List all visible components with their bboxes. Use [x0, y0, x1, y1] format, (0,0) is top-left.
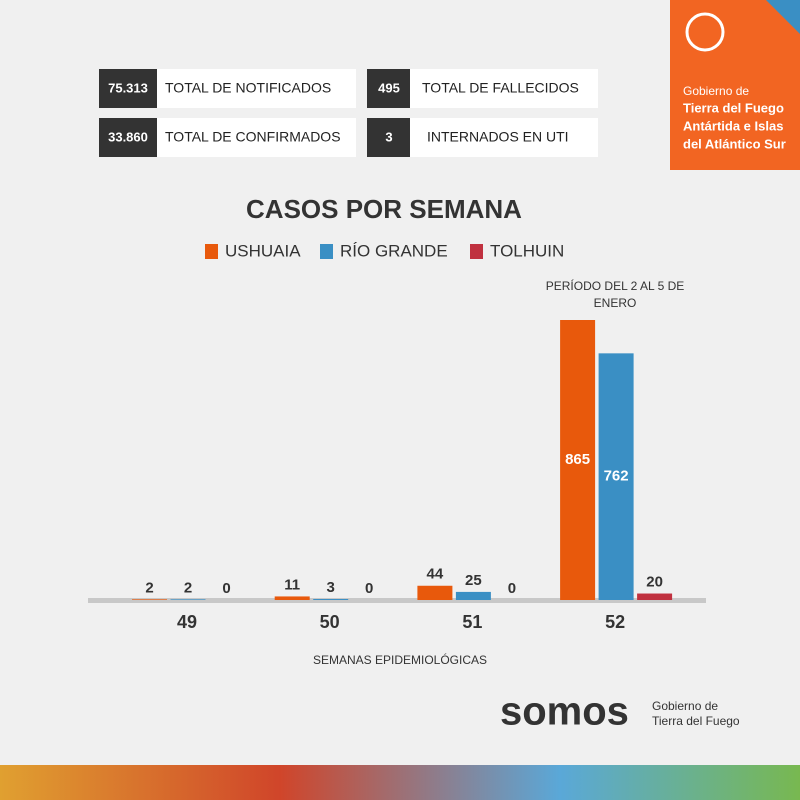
badge-corner: [766, 0, 800, 34]
stat-tag: [99, 69, 157, 108]
legend-swatch: [205, 244, 218, 259]
stat-tag: [367, 69, 410, 108]
footer-line: Tierra del Fuego: [652, 714, 740, 728]
stat-value: 75.313: [108, 80, 148, 95]
value-label: 865: [565, 451, 590, 468]
x-tick-label: 51: [462, 612, 482, 632]
stat-label: INTERNADOS EN UTI: [427, 129, 569, 145]
bar: [274, 596, 310, 600]
stat-tag: [367, 118, 410, 157]
value-label: 0: [222, 580, 230, 597]
header-line: Tierra del Fuego: [683, 100, 784, 115]
bar: [637, 593, 673, 600]
stat-label: TOTAL DE FALLECIDOS: [422, 80, 579, 96]
value-label: 11: [284, 576, 300, 593]
bar: [455, 591, 491, 600]
value-label: 0: [365, 580, 373, 597]
stats: 75.313 TOTAL DE NOTIFICADOS 495 TOTAL DE…: [99, 69, 598, 157]
legend-swatch: [320, 244, 333, 259]
footer-logo: somos Gobierno de Tierra del Fuego: [500, 690, 740, 734]
header-line: del Atlántico Sur: [683, 136, 786, 151]
bar: [560, 320, 596, 600]
value-label: 2: [184, 579, 192, 596]
header-badge: Gobierno de Tierra del Fuego Antártida e…: [670, 0, 800, 170]
bar: [170, 599, 206, 600]
brand: somos: [500, 690, 629, 734]
baseline: [88, 598, 706, 603]
footer-line: Gobierno de: [652, 699, 718, 713]
bar: [313, 599, 349, 600]
bar: [598, 353, 634, 600]
annotation-box: PERÍODO DEL 2 AL 5 DE ENERO: [545, 279, 685, 310]
value-label: 20: [646, 573, 663, 590]
annotation: PERÍODO DEL 2 AL 5 DE ENERO: [545, 279, 685, 310]
stat-value: 3: [385, 129, 392, 144]
value-label: 2: [145, 579, 153, 596]
stat-tag: [99, 118, 157, 157]
value-label: 44: [427, 566, 444, 583]
stat-value: 33.860: [108, 129, 148, 144]
legend-label: USHUAIA: [225, 241, 301, 260]
x-tick-label: 49: [177, 612, 197, 632]
legend-label: RÍO GRANDE: [340, 241, 448, 260]
value-label: 25: [465, 572, 482, 589]
x-tick-label: 50: [320, 612, 340, 632]
bar: [417, 585, 453, 600]
legend-swatch: [470, 244, 483, 259]
header-line: Antártida e Islas: [683, 118, 783, 133]
x-tick-label: 52: [605, 612, 625, 632]
badge-bg: [670, 0, 800, 170]
x-axis-label: SEMANAS EPIDEMIOLÓGICAS: [313, 652, 487, 667]
value-label: 762: [604, 468, 629, 485]
stat-label: TOTAL DE NOTIFICADOS: [165, 80, 331, 96]
footer-band: [0, 765, 800, 800]
legend-label: TOLHUIN: [490, 241, 564, 260]
chart-title: CASOS POR SEMANA: [246, 194, 522, 224]
value-label: 0: [508, 580, 516, 597]
stat-label: TOTAL DE CONFIRMADOS: [165, 129, 341, 145]
bar: [132, 599, 167, 600]
crest: [685, 12, 725, 52]
stat-value: 495: [378, 80, 400, 95]
value-label: 3: [327, 579, 335, 596]
header-line: Gobierno de: [683, 84, 749, 98]
